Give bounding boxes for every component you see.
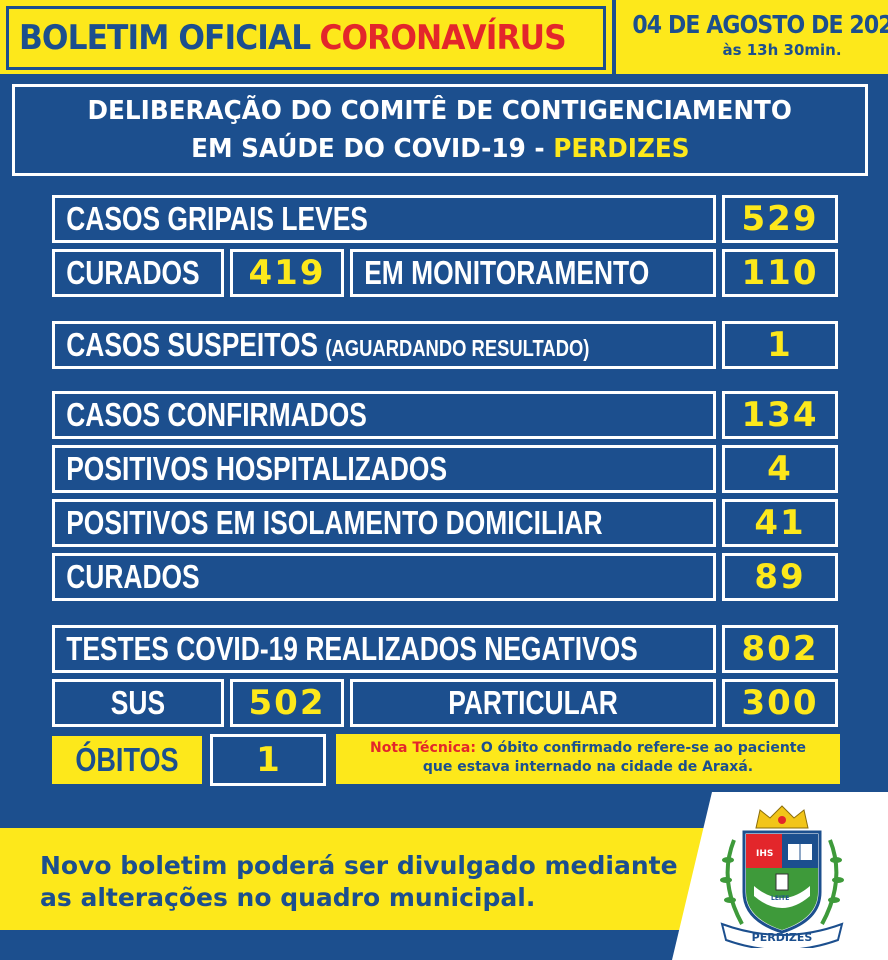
casos-gripais-leves-label-box: CASOS GRIPAIS LEVES — [52, 195, 716, 243]
positivos-hospitalizados-value: 4 — [722, 445, 838, 493]
casos-confirmados-label-box: CASOS CONFIRMADOS — [52, 391, 716, 439]
nota-line2: que estava internado na cidade de Araxá. — [422, 759, 754, 775]
casos-gripais-leves-label: CASOS GRIPAIS LEVES — [66, 200, 368, 237]
obitos-label: ÓBITOS — [52, 736, 202, 784]
particular-value: 300 — [722, 679, 838, 727]
particular-label-box: PARTICULAR — [350, 679, 716, 727]
curados-leves-value: 419 — [230, 249, 344, 297]
sus-label-box: SUS — [52, 679, 224, 727]
curados-confirmados-label: CURADOS — [66, 558, 200, 595]
footer-message: Novo boletim poderá ser divulgado median… — [40, 850, 678, 914]
logo-banner-text: PERDIZES — [752, 931, 813, 944]
nota-line1: Nota Técnica: O óbito confirmado refere-… — [336, 739, 840, 758]
curados-confirmados-value: 89 — [722, 553, 838, 601]
curados-leves-label-box: CURADOS — [52, 249, 224, 297]
sus-value: 502 — [230, 679, 344, 727]
em-monitoramento-label-box: EM MONITORAMENTO — [350, 249, 716, 297]
bulletin-title: BOLETIM OFICIAL CORONAVÍRUS — [6, 6, 606, 70]
title-part-coronavirus: CORONAVÍRUS — [319, 18, 566, 58]
casos-gripais-leves-value: 529 — [722, 195, 838, 243]
footer-line1: Novo boletim poderá ser divulgado median… — [40, 851, 678, 880]
coat-of-arms-icon: IHS LEITE PERDIZES — [720, 805, 844, 948]
deliberation-box: DELIBERAÇÃO DO COMITÊ DE CONTIGENCIAMENT… — [12, 84, 868, 176]
sus-label: SUS — [110, 684, 166, 721]
nota-tecnica: Nota Técnica: O óbito confirmado refere-… — [336, 734, 840, 784]
title-part-official: BOLETIM OFICIAL — [19, 18, 311, 58]
positivos-isolamento-label: POSITIVOS EM ISOLAMENTO DOMICILIAR — [66, 504, 603, 541]
deliberation-line2: EM SAÚDE DO COVID-19 - PERDIZES — [191, 130, 689, 168]
date-text: 04 DE AGOSTO DE 2020 — [632, 10, 888, 39]
nota-text1: O óbito confirmado refere-se ao paciente — [480, 740, 806, 756]
curados-confirmados-label-box: CURADOS — [52, 553, 716, 601]
positivos-isolamento-value: 41 — [722, 499, 838, 547]
casos-suspeitos-note: (AGUARDANDO RESULTADO) — [325, 335, 590, 361]
particular-label: PARTICULAR — [448, 684, 618, 721]
deliberation-city: PERDIZES — [552, 134, 690, 164]
time-text: às 13h 30min. — [722, 41, 842, 59]
header-bar — [0, 0, 888, 74]
casos-confirmados-label: CASOS CONFIRMADOS — [66, 396, 367, 433]
testes-negativos-label: TESTES COVID-19 REALIZADOS NEGATIVOS — [66, 630, 638, 667]
testes-negativos-label-box: TESTES COVID-19 REALIZADOS NEGATIVOS — [52, 625, 716, 673]
curados-leves-label: CURADOS — [66, 254, 200, 291]
footer-line2: as alterações no quadro municipal. — [40, 883, 536, 912]
casos-suspeitos-label-box: CASOS SUSPEITOS (AGUARDANDO RESULTADO) — [52, 321, 716, 369]
positivos-hospitalizados-label-box: POSITIVOS HOSPITALIZADOS — [52, 445, 716, 493]
em-monitoramento-value: 110 — [722, 249, 838, 297]
positivos-isolamento-label-box: POSITIVOS EM ISOLAMENTO DOMICILIAR — [52, 499, 716, 547]
casos-suspeitos-value: 1 — [722, 321, 838, 369]
nota-heading: Nota Técnica: — [370, 740, 476, 756]
positivos-hospitalizados-label: POSITIVOS HOSPITALIZADOS — [66, 450, 448, 487]
header-divider — [612, 0, 616, 74]
casos-confirmados-value: 134 — [722, 391, 838, 439]
shield-left-text: IHS — [756, 849, 773, 859]
casos-suspeitos-label: CASOS SUSPEITOS (AGUARDANDO RESULTADO) — [55, 326, 589, 364]
testes-negativos-value: 802 — [722, 625, 838, 673]
obitos-label-text: ÓBITOS — [75, 741, 179, 778]
bulletin-date: 04 DE AGOSTO DE 2020 às 13h 30min. — [616, 0, 888, 74]
deliberation-line1: DELIBERAÇÃO DO COMITÊ DE CONTIGENCIAMENT… — [87, 96, 793, 126]
shield-bottom-text: LEITE — [771, 895, 789, 902]
casos-suspeitos-title: CASOS SUSPEITOS — [66, 326, 319, 363]
deliberation-line2-prefix: EM SAÚDE DO COVID-19 - — [190, 134, 545, 164]
em-monitoramento-label: EM MONITORAMENTO — [364, 254, 650, 291]
obitos-value: 1 — [210, 734, 326, 786]
